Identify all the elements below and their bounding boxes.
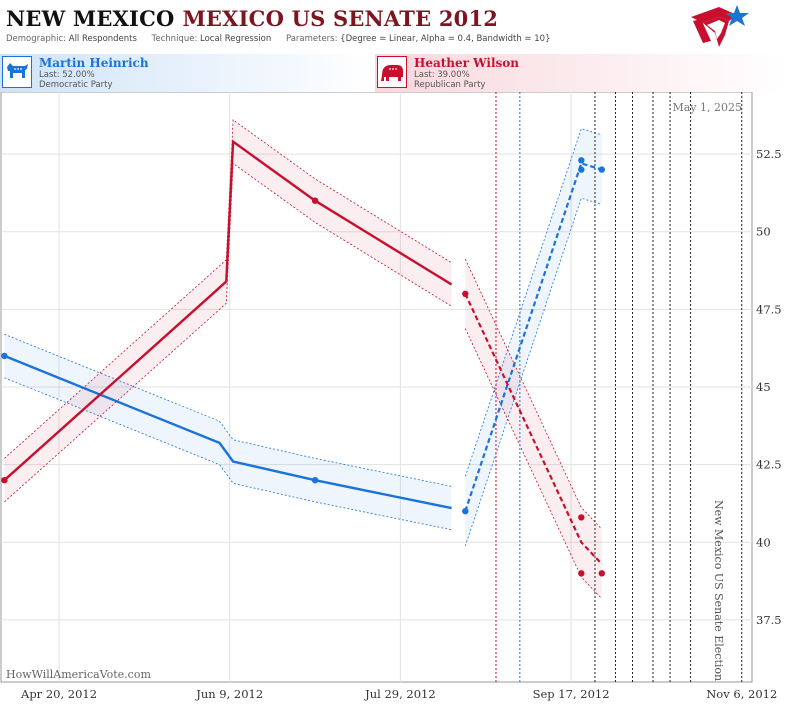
state-name: NEW MEXICO [6,6,175,31]
y-tick-label: 42.5 [756,458,782,472]
candidate-party: Democratic Party [39,80,113,90]
candidate-name: Heather Wilson [414,56,520,70]
chart-title: NEW MEXICO MEXICO US SENATE 2012 [6,6,498,31]
band-lower-line [464,197,602,547]
band-lower-line [4,377,452,531]
candidate-heinrich: Martin Heinrich Last: 52.00% Democratic … [0,54,375,92]
x-tick-label: Sep 17, 2012 [533,687,610,701]
poll-point [462,508,469,515]
candidate-party: Republican Party [414,80,486,90]
parameters-value: {Degree = Linear, Alpha = 0.4, Bandwidth… [340,34,551,44]
trend-lines [3,139,603,565]
site-watermark: HowWillAmericaVote.com [6,668,151,681]
technique-value: Local Regression [200,34,272,44]
demographic-label: Demographic: [6,34,67,44]
x-tick-label: Jul 29, 2012 [364,687,436,701]
y-tick-label: 52.5 [756,147,782,161]
candidate-name: Martin Heinrich [39,56,149,70]
candidate-wilson: Heather Wilson Last: 39.00% Republican P… [375,54,789,92]
band-lower-line [4,162,452,503]
candidate-last-value: Last: 39.00% [414,70,470,80]
y-tick-label: 50 [756,225,771,239]
demographic-value: All Respondents [68,34,137,44]
poll-point [578,570,585,577]
confidence-band [4,334,452,530]
poll-point [1,477,8,484]
x-tick-label: Nov 6, 2012 [706,687,777,701]
poll-point [1,352,8,360]
poll-points [1,157,605,577]
trend-line [3,354,452,510]
candidate-last-value: Last: 52.00% [39,70,95,80]
poll-trend-chart: Apr 20, 2012 Jun 9, 2012 Jul 29, 2012 Sep 1… [0,92,782,701]
technique-label: Technique: [151,34,198,44]
site-logo-icon [691,5,749,47]
chart-header: NEW MEXICO MEXICO US SENATE 2012 Demograp… [0,0,789,52]
poll-point [578,514,585,521]
projected-trend-line [464,293,603,565]
grid [0,92,753,683]
poll-point [311,197,319,204]
y-tick-label: 40 [756,535,771,549]
band-upper-line [4,119,452,459]
democrat-donkey-icon [2,56,32,88]
election-day-label: New Mexico US Senate Election [712,500,725,681]
poll-point [311,477,319,484]
y-tick-label: 37.5 [756,613,782,627]
republican-elephant-icon [377,56,407,88]
axis-ticks: Apr 20, 2012 Jun 9, 2012 Jul 29, 2012 Sep 1… [20,147,782,701]
parameters-line: Demographic: All Respondents Technique: … [6,34,550,44]
poll-point [598,570,605,577]
parameters-label: Parameters: [285,34,338,44]
y-tick-label: 45 [756,380,771,394]
poll-point [578,166,585,173]
band-upper-line [4,333,452,487]
x-tick-label: Jun 9, 2012 [195,687,263,701]
confidence-band [465,128,602,546]
poll-point [598,166,605,173]
y-tick-label: 47.5 [756,302,782,316]
poll-point [578,157,585,164]
date-stamp: May 1, 2025 [672,101,742,114]
poll-point [462,290,469,297]
x-tick-label: Apr 20, 2012 [20,687,97,701]
race-name: MEXICO US SENATE 2012 [182,6,499,31]
trend-line [3,139,453,482]
projected-trend-line [464,162,603,512]
